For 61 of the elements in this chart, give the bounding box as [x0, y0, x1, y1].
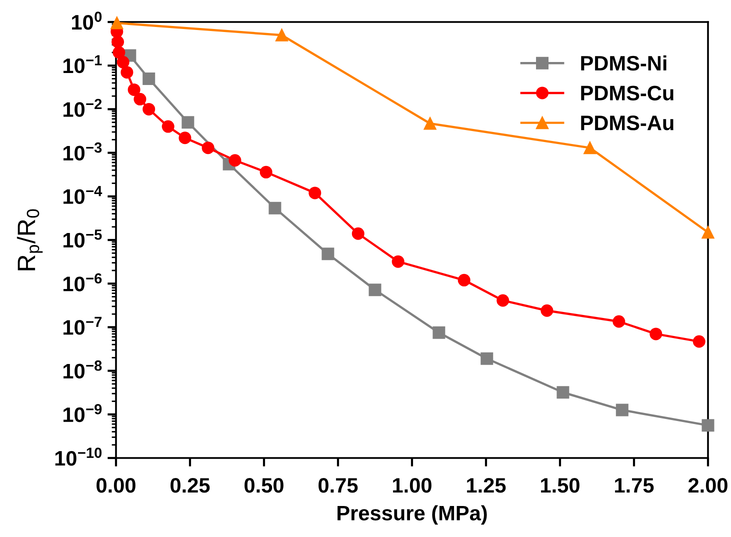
point: [392, 255, 404, 268]
point: [162, 120, 174, 133]
point: [322, 248, 334, 260]
legend-label: PDMS-Au: [581, 116, 674, 130]
point: [134, 92, 146, 106]
point: [116, 56, 130, 68]
x-tick-label: 0.00: [96, 478, 136, 493]
point: [480, 352, 494, 365]
x-tick-label: 1.75: [615, 478, 654, 493]
point: [178, 132, 192, 144]
point: [120, 66, 134, 79]
y-tick-label: 10$^{−9}$: [63, 404, 102, 422]
y-tick-label: 10$^{−8}$: [63, 360, 102, 379]
y-tick-label: 10$^{−10}$: [55, 448, 102, 466]
point: [496, 294, 510, 307]
point: [368, 284, 382, 296]
point: [110, 16, 124, 30]
point: [424, 117, 436, 130]
x-tick-label: 0.75: [318, 478, 358, 493]
y-tick-label: 10$^{−6}$: [63, 273, 102, 292]
point: [308, 186, 322, 200]
y-tick-label: 10$^{−5}$: [63, 230, 102, 248]
y-axis-title: R$_{p}$/R$_{0}$: [16, 209, 43, 270]
x-tick-label: 2.00: [688, 478, 728, 493]
x-tick-label: 1.25: [467, 478, 506, 493]
legend-label: PDMS-Ni: [581, 55, 666, 71]
point: [142, 72, 156, 85]
point: [268, 202, 282, 214]
point: [202, 142, 214, 154]
point: [276, 28, 288, 42]
point: [112, 36, 124, 48]
point: [584, 142, 596, 154]
y-tick-label: 10$^{−2}$: [63, 98, 102, 117]
point: [128, 83, 140, 96]
y-tick-label: 10$^{−1}$: [63, 55, 102, 74]
y-tick-label: 10$^{0}$: [72, 12, 102, 30]
point: [702, 226, 714, 239]
x-tick-label: 0.50: [244, 478, 284, 493]
point: [352, 227, 364, 240]
point: [702, 419, 714, 432]
point: [228, 154, 242, 167]
y-tick-label: 10$^{−4}$: [63, 186, 102, 204]
y-tick-label: 10$^{−3}$: [63, 142, 102, 161]
point: [142, 102, 156, 116]
point: [650, 328, 662, 340]
x-axis-title: Pressure (MPa): [338, 505, 487, 525]
point: [260, 166, 272, 178]
point: [616, 404, 628, 416]
x-tick-label: 1.00: [393, 478, 432, 493]
point: [556, 386, 570, 399]
point: [432, 326, 446, 339]
point: [182, 116, 194, 129]
legend-label: PDMS-Cu: [581, 86, 674, 100]
point: [112, 46, 126, 59]
x-tick-label: 0.25: [170, 478, 210, 493]
y-tick-label: 10$^{−7}$: [63, 316, 102, 335]
x-tick-label: 1.50: [541, 478, 580, 493]
point: [692, 335, 706, 348]
point: [458, 274, 470, 286]
point: [540, 304, 554, 317]
point: [612, 315, 626, 328]
